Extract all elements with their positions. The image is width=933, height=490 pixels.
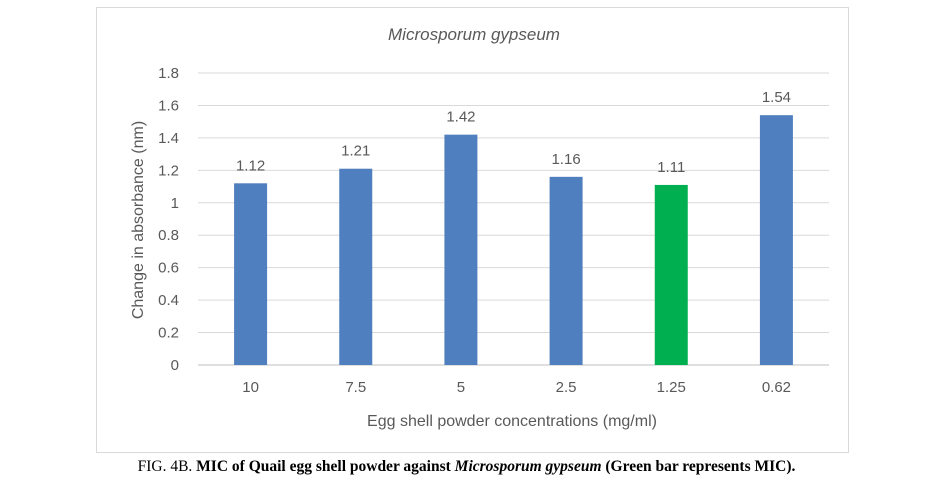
y-tick-label: 0.2 [158, 325, 179, 342]
x-axis-title: Egg shell powder concentrations (mg/ml) [367, 413, 657, 430]
x-tick-label: 0.62 [762, 379, 791, 396]
y-tick-label: 1.4 [158, 130, 179, 147]
y-axis-ticks: 0 0.2 0.4 0.6 0.8 1 1.2 1.4 1.6 1.8 [158, 65, 179, 374]
y-tick-label: 0.8 [158, 227, 179, 244]
y-tick-label: 1 [171, 195, 179, 212]
x-tick-label: 1.25 [657, 379, 686, 396]
x-tick-label: 10 [242, 379, 259, 396]
bar [654, 184, 688, 365]
figure-caption: FIG. 4B. MIC of Quail egg shell powder a… [0, 458, 933, 476]
caption-text-1: MIC of Quail egg shell powder against [196, 458, 451, 475]
bar [339, 168, 373, 365]
bar [549, 176, 583, 365]
x-axis-ticks: 10 7.5 5 2.5 1.25 0.62 [242, 379, 791, 396]
x-tick-label: 7.5 [345, 379, 366, 396]
data-label: 1.12 [236, 157, 265, 174]
y-tick-label: 1.2 [158, 162, 179, 179]
chart-area: 0 0.2 0.4 0.6 0.8 1 1.2 1.4 1.6 1.8 1.12 1.21 1.42 1… [96, 7, 849, 453]
bar [234, 183, 268, 365]
y-tick-label: 0 [171, 357, 179, 374]
bar-chart: 00.20.40.60.811.21.41.61.8 1.121.211.421… [130, 25, 829, 430]
y-axis-title: Change in absorbance (nm) [130, 121, 147, 319]
x-tick-label: 2.5 [556, 379, 577, 396]
x-tick-label: 5 [457, 379, 465, 396]
caption-text-2: (Green bar represents MIC). [605, 458, 796, 475]
data-labels: 1.12 1.21 1.42 1.16 1.11 1.54 [236, 89, 791, 176]
y-tick-label: 1.6 [158, 97, 179, 114]
data-label: 1.11 [657, 159, 685, 176]
y-tick-label: 0.6 [158, 260, 179, 277]
bar [759, 115, 793, 365]
bar [444, 134, 478, 365]
data-label: 1.16 [551, 151, 580, 168]
chart-title: Microsporum gypseum [388, 25, 560, 44]
data-label: 1.54 [762, 89, 791, 106]
caption-species: Microsporum gypseum [454, 458, 602, 475]
y-tick-label: 0.4 [158, 292, 179, 309]
figure-label: FIG. 4B. [137, 458, 193, 475]
data-label: 1.21 [341, 143, 370, 160]
y-tick-label: 1.8 [158, 65, 179, 82]
bars [234, 115, 793, 365]
gridlines [198, 72, 829, 366]
data-label: 1.42 [446, 109, 475, 126]
